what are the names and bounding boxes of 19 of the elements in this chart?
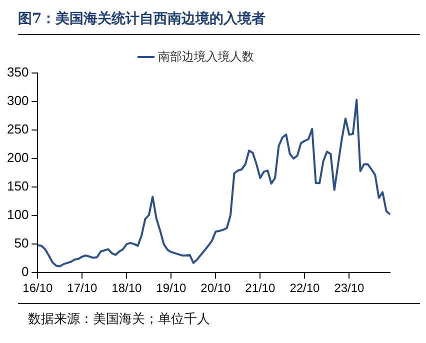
y-tick-label: 0 [21,264,29,280]
x-tick-label: 18/10 [112,281,142,296]
y-tick-label: 200 [6,150,29,166]
y-tick-label: 50 [14,236,29,251]
source-note: 数据来源：美国海关；单位千人 [27,311,211,328]
x-tick-label: 23/10 [334,281,365,296]
x-tick-label: 16/10 [22,281,54,296]
y-tick-label: 250 [6,122,29,137]
x-tick-label: 17/10 [67,281,98,296]
y-tick-label: 150 [6,178,29,194]
chart-title: 图7：美国海关统计自西南边境的入境者 [18,10,420,35]
y-tick-label: 300 [6,93,29,108]
x-tick-label: 19/10 [156,281,187,296]
legend-label: 南部边境入境人数 [158,49,254,64]
x-tick-label: 22/10 [290,281,320,296]
x-tick-label: 21/10 [245,281,276,296]
y-tick-label: 350 [6,64,29,80]
x-tick-label: 20/10 [200,281,232,296]
y-tick-label: 100 [6,207,29,222]
